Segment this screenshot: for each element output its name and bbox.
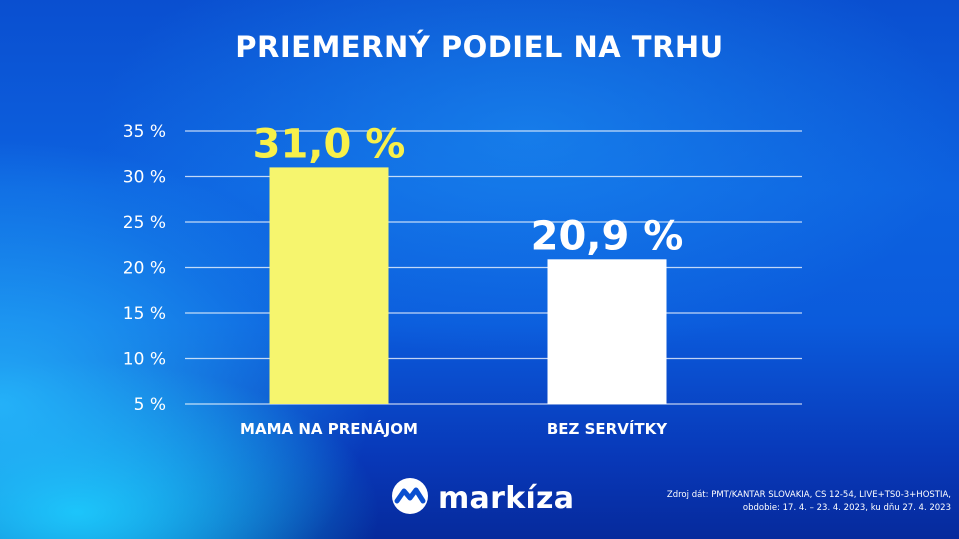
markiza-logo-icon <box>390 476 430 520</box>
bar <box>547 259 667 404</box>
brand-logo: markíza <box>390 477 574 519</box>
y-tick-label: 10 % <box>123 350 166 370</box>
x-category-label: BEZ SERVÍTKY <box>547 419 668 438</box>
source-line-1: Zdroj dát: PMT/KANTAR SLOVAKIA, CS 12-54… <box>666 490 951 500</box>
y-tick-label: 25 % <box>123 213 166 233</box>
data-label: 31,0 % <box>253 121 406 167</box>
source-line-2: obdobie: 17. 4. – 23. 4. 2023, ku dňu 27… <box>742 503 951 513</box>
y-tick-label: 5 % <box>134 395 166 415</box>
bar <box>269 167 389 404</box>
y-axis-ticks: 5 % 10 % 15 % 20 % 25 % 30 % 35 % <box>123 122 166 415</box>
source-note: Zdroj dát: PMT/KANTAR SLOVAKIA, CS 12-54… <box>651 489 951 515</box>
brand-name: markíza <box>438 480 575 516</box>
bars <box>269 167 667 404</box>
chart-title: PRIEMERNÝ PODIEL NA TRHU <box>235 30 724 64</box>
x-category-label: MAMA NA PRENÁJOM <box>240 419 418 438</box>
x-axis-categories: MAMA NA PRENÁJOM BEZ SERVÍTKY <box>240 419 668 438</box>
y-tick-label: 30 % <box>123 168 166 188</box>
y-tick-label: 20 % <box>123 259 166 279</box>
y-tick-label: 15 % <box>123 304 166 324</box>
y-tick-label: 35 % <box>123 122 166 142</box>
data-label: 20,9 % <box>531 213 684 259</box>
data-labels: 31,0 % 20,9 % <box>253 121 684 259</box>
